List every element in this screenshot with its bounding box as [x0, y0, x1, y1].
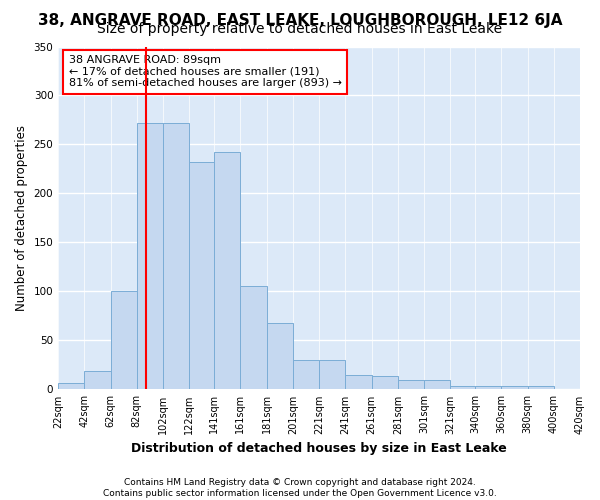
Y-axis label: Number of detached properties: Number of detached properties: [15, 125, 28, 311]
Bar: [266, 323, 293, 390]
Bar: [450, 386, 475, 390]
Bar: [241, 286, 266, 390]
Bar: [214, 152, 241, 390]
Text: 38 ANGRAVE ROAD: 89sqm
← 17% of detached houses are smaller (191)
81% of semi-de: 38 ANGRAVE ROAD: 89sqm ← 17% of detached…: [68, 55, 341, 88]
Bar: [137, 123, 163, 390]
X-axis label: Distribution of detached houses by size in East Leake: Distribution of detached houses by size …: [131, 442, 507, 455]
Bar: [398, 380, 424, 390]
Text: Contains HM Land Registry data © Crown copyright and database right 2024.
Contai: Contains HM Land Registry data © Crown c…: [103, 478, 497, 498]
Text: 38, ANGRAVE ROAD, EAST LEAKE, LOUGHBOROUGH, LE12 6JA: 38, ANGRAVE ROAD, EAST LEAKE, LOUGHBOROU…: [38, 12, 562, 28]
Bar: [85, 371, 110, 390]
Bar: [527, 386, 554, 390]
Bar: [475, 386, 502, 390]
Bar: [371, 376, 398, 390]
Text: Size of property relative to detached houses in East Leake: Size of property relative to detached ho…: [97, 22, 503, 36]
Bar: [189, 162, 214, 390]
Bar: [502, 386, 527, 390]
Bar: [319, 360, 346, 390]
Bar: [580, 386, 600, 390]
Bar: [346, 374, 371, 390]
Bar: [293, 360, 319, 390]
Bar: [163, 123, 189, 390]
Bar: [424, 380, 450, 390]
Bar: [58, 382, 85, 390]
Bar: [110, 292, 137, 390]
